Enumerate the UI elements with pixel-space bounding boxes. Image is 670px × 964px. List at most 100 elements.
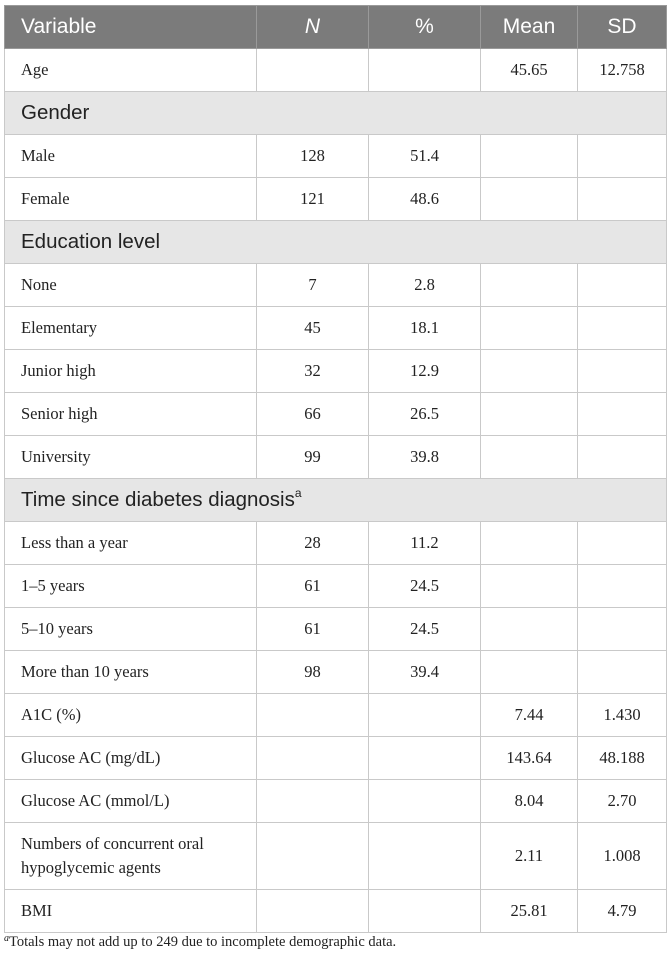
- cell-percent: 2.8: [368, 263, 481, 307]
- cell-mean: [480, 177, 578, 221]
- cell-n: 45: [256, 306, 369, 350]
- cell-n: 61: [256, 564, 369, 608]
- row-label: BMI: [4, 889, 257, 933]
- header-n: N: [256, 5, 369, 49]
- cell-sd: 48.188: [577, 736, 667, 780]
- cell-mean: 143.64: [480, 736, 578, 780]
- section-title: Gender: [4, 91, 667, 135]
- cell-n: [256, 48, 369, 92]
- cell-sd: [577, 177, 667, 221]
- cell-percent: [368, 736, 481, 780]
- table-row-male: Male 128 51.4: [4, 134, 667, 178]
- row-label: A1C (%): [4, 693, 257, 737]
- header-variable: Variable: [4, 5, 257, 49]
- cell-mean: [480, 306, 578, 350]
- cell-sd: [577, 564, 667, 608]
- cell-n: [256, 693, 369, 737]
- table-header-row: Variable N % Mean SD: [4, 5, 667, 49]
- cell-n: 28: [256, 521, 369, 565]
- cell-percent: 18.1: [368, 306, 481, 350]
- cell-sd: [577, 521, 667, 565]
- cell-n: 66: [256, 392, 369, 436]
- row-label: University: [4, 435, 257, 479]
- table-row-elementary: Elementary 45 18.1: [4, 306, 667, 350]
- cell-sd: 2.70: [577, 779, 667, 823]
- header-percent: %: [368, 5, 481, 49]
- cell-n: 32: [256, 349, 369, 393]
- cell-n: 99: [256, 435, 369, 479]
- cell-mean: [480, 392, 578, 436]
- cell-n: 121: [256, 177, 369, 221]
- row-label: Less than a year: [4, 521, 257, 565]
- footnote-text: Totals may not add up to 249 due to inco…: [9, 934, 397, 950]
- header-sd: SD: [577, 5, 667, 49]
- cell-n: 98: [256, 650, 369, 694]
- table-row-5-10-years: 5–10 years 61 24.5: [4, 607, 667, 651]
- table-footnote: aTotals may not add up to 249 due to inc…: [4, 933, 397, 951]
- table-row-less-than-a-year: Less than a year 28 11.2: [4, 521, 667, 565]
- cell-n: [256, 736, 369, 780]
- row-label: Senior high: [4, 392, 257, 436]
- section-title: Education level: [4, 220, 667, 264]
- section-title: Time since diabetes diagnosisa: [4, 478, 667, 522]
- cell-n: 7: [256, 263, 369, 307]
- cell-mean: [480, 134, 578, 178]
- table-row-agents: Numbers of concurrent oral hypoglycemic …: [4, 822, 667, 890]
- section-row-education: Education level: [4, 220, 667, 264]
- table-row-none: None 7 2.8: [4, 263, 667, 307]
- cell-mean: 8.04: [480, 779, 578, 823]
- table-row-glucose-mg: Glucose AC (mg/dL) 143.64 48.188: [4, 736, 667, 780]
- table-row-bmi: BMI 25.81 4.79: [4, 889, 667, 933]
- cell-percent: 11.2: [368, 521, 481, 565]
- section-title-text: Time since diabetes diagnosis: [21, 488, 295, 511]
- row-label: Elementary: [4, 306, 257, 350]
- row-label: None: [4, 263, 257, 307]
- cell-sd: [577, 306, 667, 350]
- demographics-table: Variable N % Mean SD Age 45.65 12.758 Ge…: [4, 5, 667, 933]
- cell-n: [256, 779, 369, 823]
- table-row-a1c: A1C (%) 7.44 1.430: [4, 693, 667, 737]
- table-row-glucose-mmol: Glucose AC (mmol/L) 8.04 2.70: [4, 779, 667, 823]
- footnote-marker: a: [294, 486, 302, 500]
- cell-sd: 1.430: [577, 693, 667, 737]
- row-label: Numbers of concurrent oral hypoglycemic …: [4, 822, 257, 890]
- cell-mean: 25.81: [480, 889, 578, 933]
- table-row-senior-high: Senior high 66 26.5: [4, 392, 667, 436]
- row-label: More than 10 years: [4, 650, 257, 694]
- footnote-marker: a: [4, 933, 9, 944]
- table-row-university: University 99 39.8: [4, 435, 667, 479]
- cell-sd: [577, 349, 667, 393]
- cell-sd: [577, 607, 667, 651]
- row-label: Glucose AC (mg/dL): [4, 736, 257, 780]
- section-row-gender: Gender: [4, 91, 667, 135]
- cell-mean: 2.11: [480, 822, 578, 890]
- cell-sd: [577, 435, 667, 479]
- cell-sd: 1.008: [577, 822, 667, 890]
- cell-mean: [480, 564, 578, 608]
- row-label: Junior high: [4, 349, 257, 393]
- cell-sd: [577, 650, 667, 694]
- table-row-junior-high: Junior high 32 12.9: [4, 349, 667, 393]
- row-label: Glucose AC (mmol/L): [4, 779, 257, 823]
- section-row-time-since-diagnosis: Time since diabetes diagnosisa: [4, 478, 667, 522]
- cell-mean: [480, 607, 578, 651]
- row-label: Female: [4, 177, 257, 221]
- cell-percent: [368, 822, 481, 890]
- cell-n: [256, 822, 369, 890]
- cell-mean: 45.65: [480, 48, 578, 92]
- row-label: 5–10 years: [4, 607, 257, 651]
- cell-percent: 39.4: [368, 650, 481, 694]
- cell-n: 61: [256, 607, 369, 651]
- cell-sd: 4.79: [577, 889, 667, 933]
- cell-sd: [577, 392, 667, 436]
- cell-mean: [480, 521, 578, 565]
- cell-percent: 48.6: [368, 177, 481, 221]
- cell-percent: 51.4: [368, 134, 481, 178]
- cell-percent: [368, 48, 481, 92]
- cell-mean: 7.44: [480, 693, 578, 737]
- table-row-age: Age 45.65 12.758: [4, 48, 667, 92]
- table-row-1-5-years: 1–5 years 61 24.5: [4, 564, 667, 608]
- header-mean: Mean: [480, 5, 578, 49]
- cell-mean: [480, 435, 578, 479]
- row-label: Male: [4, 134, 257, 178]
